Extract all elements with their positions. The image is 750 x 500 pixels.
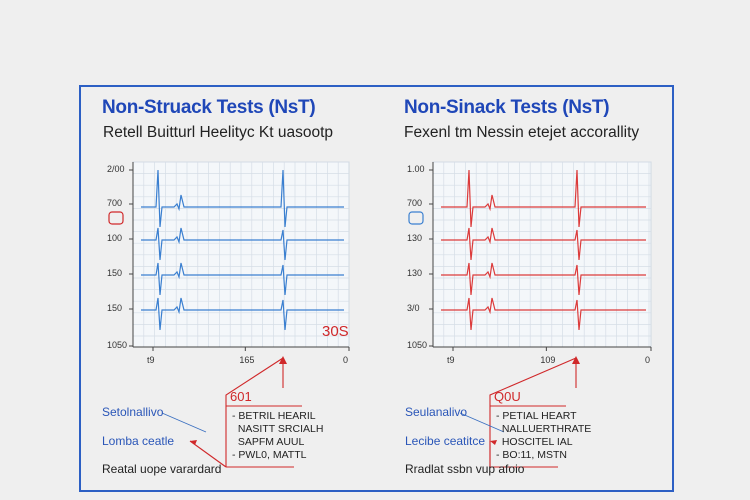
y-tick-label: 100 bbox=[107, 233, 123, 243]
x-tick-label: 165 bbox=[239, 355, 255, 365]
left-title: Non-Struack Tests (NsT) bbox=[102, 97, 316, 118]
ecg-trace bbox=[141, 297, 344, 331]
pointer-line bbox=[189, 440, 227, 468]
x-tick-label: t9 bbox=[447, 355, 455, 365]
callout-connector bbox=[225, 357, 284, 467]
ecg-trace bbox=[141, 169, 344, 228]
left-callout-list: - BETRIL HEARIL NASITT SRCIALH SAPFM AUU… bbox=[232, 410, 323, 462]
left-subtitle: Retell Buitturl Heelityc Kt uasootp bbox=[103, 124, 334, 141]
marker-box bbox=[408, 211, 424, 225]
callout-line: - PWL0, MATTL bbox=[232, 449, 307, 461]
x-tick-label: 0 bbox=[343, 355, 349, 365]
callout-line: NASITT SRCIALH bbox=[232, 423, 324, 435]
arrow-head bbox=[572, 356, 580, 364]
right-callout-heading: Q0U bbox=[494, 389, 521, 404]
right-subtitle: Fexenl tm Nessin etejet accorallity bbox=[404, 124, 640, 141]
pointer-line bbox=[459, 412, 505, 433]
left-note-3: Reatal uope varardard bbox=[102, 462, 222, 476]
y-tick-label: 700 bbox=[407, 198, 423, 208]
right-note-1: Seulanalivo bbox=[405, 405, 468, 419]
right-callout-list: - PETIAL HEART NALLUERTHRATE HOSCITEL IA… bbox=[496, 410, 591, 462]
callout-line: SAPFM AUUL bbox=[232, 436, 305, 448]
right-note-3: Rradlat ssbn vup afoio bbox=[405, 462, 525, 476]
pointer-line bbox=[161, 412, 207, 433]
ecg-trace bbox=[141, 227, 344, 261]
callout-line: - BO:11, MSTN bbox=[496, 449, 567, 461]
callout-line: - PETIAL HEART bbox=[496, 410, 577, 422]
left-note-1: Setolnallivo bbox=[102, 405, 164, 419]
left-callout-heading: 601 bbox=[230, 389, 252, 404]
callout-line: - BETRIL HEARIL bbox=[232, 410, 316, 422]
y-tick-label: 130 bbox=[407, 268, 423, 278]
x-tick-label: 109 bbox=[540, 355, 556, 365]
callout-line: NALLUERTHRATE bbox=[496, 423, 592, 435]
y-tick-label: 130 bbox=[407, 233, 423, 243]
callout-line: HOSCITEL IAL bbox=[496, 436, 573, 448]
duration-label: 30S bbox=[322, 323, 349, 340]
y-tick-label: 1.00 bbox=[407, 164, 425, 174]
y-tick-label: 2/00 bbox=[107, 164, 125, 174]
y-tick-label: 1050 bbox=[107, 340, 128, 350]
ecg-trace bbox=[441, 227, 646, 261]
ecg-trace bbox=[441, 262, 646, 296]
arrow-head bbox=[279, 356, 287, 364]
right-title: Non-Sinack Tests (NsT) bbox=[404, 97, 610, 118]
left-note-2: Lomba ceatle bbox=[102, 434, 175, 448]
y-tick-label: 150 bbox=[107, 268, 123, 278]
y-tick-label: 1050 bbox=[407, 340, 428, 350]
arrow-head bbox=[490, 440, 497, 445]
ecg-trace bbox=[141, 262, 344, 296]
arrow-head bbox=[190, 440, 197, 445]
ecg-trace bbox=[441, 297, 646, 331]
x-tick-label: 0 bbox=[645, 355, 651, 365]
ecg-trace bbox=[441, 169, 646, 228]
marker-box bbox=[108, 211, 124, 225]
right-note-2: Lecibe ceatitce bbox=[405, 434, 486, 448]
y-tick-label: 3/0 bbox=[407, 303, 420, 313]
y-tick-label: 150 bbox=[107, 303, 123, 313]
x-tick-label: t9 bbox=[147, 355, 155, 365]
infographic-frame bbox=[79, 85, 674, 492]
y-tick-label: 700 bbox=[107, 198, 123, 208]
